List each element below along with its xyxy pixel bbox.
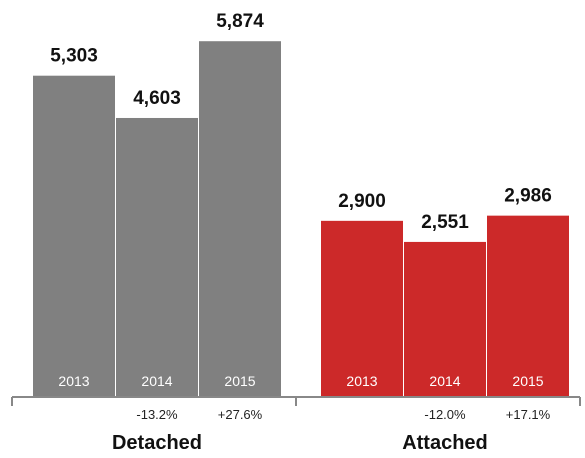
axis-layer xyxy=(11,396,581,406)
bar-attached-2015 xyxy=(487,215,569,396)
value-label-detached-2014: 4,603 xyxy=(133,88,181,109)
year-label-detached-2013: 2013 xyxy=(58,373,89,389)
bar-attached-2013 xyxy=(321,220,403,396)
year-label-attached-2015: 2015 xyxy=(512,373,543,389)
bar-detached-2014 xyxy=(116,117,198,397)
change-label-attached-2015: +17.1% xyxy=(506,407,551,422)
year-label-attached-2013: 2013 xyxy=(346,373,377,389)
value-label-attached-2013: 2,900 xyxy=(338,191,386,212)
change-label-detached-2014: -13.2% xyxy=(136,407,178,422)
value-label-detached-2013: 5,303 xyxy=(50,46,98,67)
bar-detached-2013 xyxy=(33,75,115,397)
value-label-attached-2015: 2,986 xyxy=(504,186,552,207)
value-label-attached-2014: 2,551 xyxy=(421,212,469,233)
year-label-detached-2015: 2015 xyxy=(224,373,255,389)
group-label-attached: Attached xyxy=(402,432,488,454)
change-label-detached-2015: +27.6% xyxy=(218,407,263,422)
bar-detached-2015 xyxy=(199,41,281,397)
labels-layer: 5,303 2013 4,603 2014 -13.2% 5,874 2015 +27.6% D… xyxy=(50,11,552,454)
value-label-detached-2015: 5,874 xyxy=(216,11,264,32)
bars-layer xyxy=(33,41,569,397)
change-label-attached-2014: -12.0% xyxy=(424,407,466,422)
group-label-detached: Detached xyxy=(112,432,202,454)
year-label-attached-2014: 2014 xyxy=(429,373,460,389)
year-label-detached-2014: 2014 xyxy=(141,373,172,389)
bar-attached-2014 xyxy=(404,241,486,396)
